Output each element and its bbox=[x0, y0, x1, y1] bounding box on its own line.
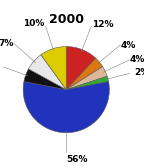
Title: 2000: 2000 bbox=[49, 13, 84, 26]
Wedge shape bbox=[41, 46, 66, 90]
Text: 4%: 4% bbox=[120, 41, 136, 50]
Wedge shape bbox=[66, 46, 96, 90]
Text: 56%: 56% bbox=[66, 155, 88, 164]
Wedge shape bbox=[23, 82, 109, 133]
Text: 10%: 10% bbox=[23, 19, 45, 28]
Wedge shape bbox=[66, 67, 107, 90]
Wedge shape bbox=[24, 69, 66, 90]
Text: 12%: 12% bbox=[92, 20, 113, 29]
Text: 2%: 2% bbox=[134, 68, 144, 77]
Wedge shape bbox=[66, 76, 109, 90]
Wedge shape bbox=[29, 55, 66, 90]
Text: 4%: 4% bbox=[130, 55, 144, 64]
Wedge shape bbox=[66, 58, 103, 90]
Text: 7%: 7% bbox=[0, 39, 14, 48]
